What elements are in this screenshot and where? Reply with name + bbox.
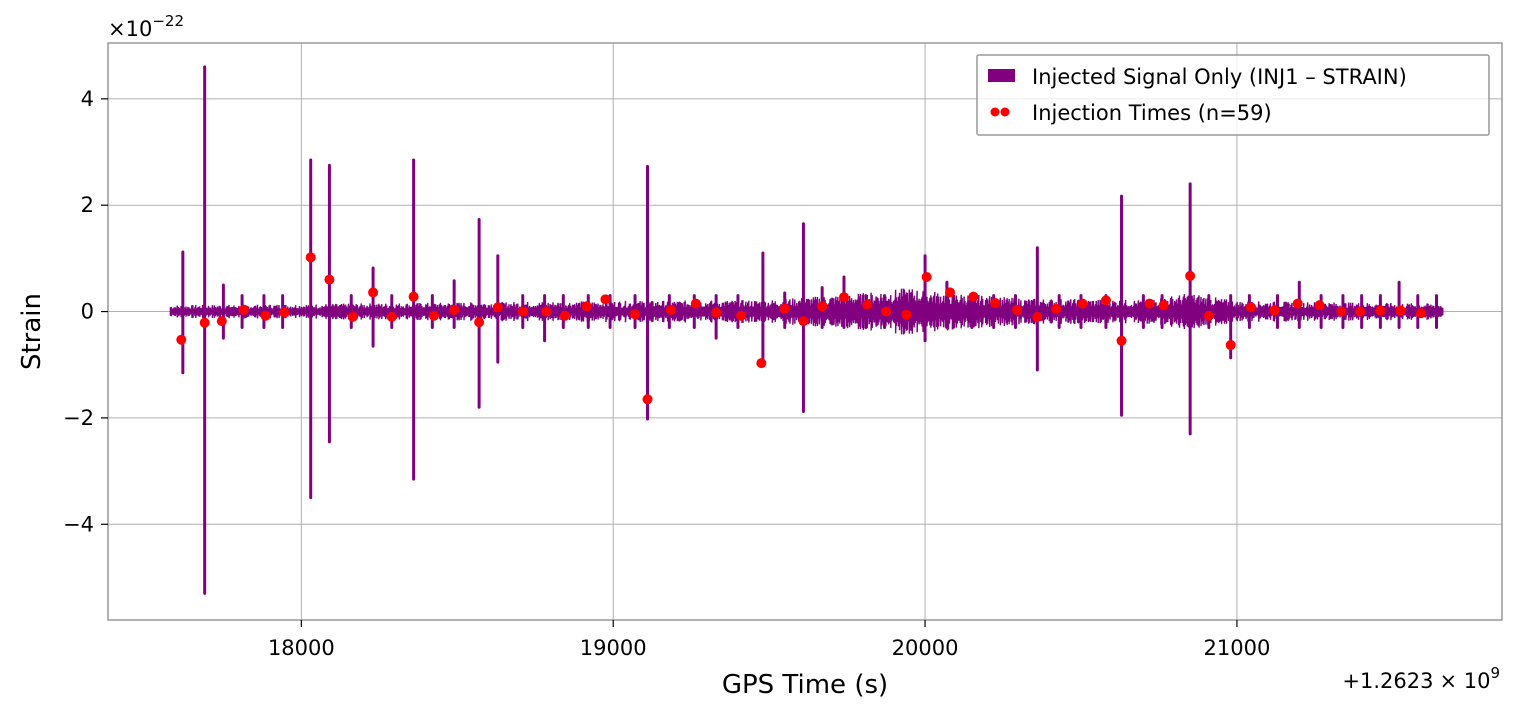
injection-marker bbox=[260, 310, 271, 321]
injection-marker bbox=[347, 311, 358, 322]
injection-marker bbox=[305, 252, 316, 263]
injection-marker bbox=[600, 294, 611, 305]
x-tick-label: 21000 bbox=[1204, 636, 1271, 660]
plot-frame bbox=[107, 42, 1503, 621]
x-axis-label: GPS Time (s) bbox=[722, 670, 888, 700]
y-tick-label: −4 bbox=[63, 512, 94, 536]
injection-marker bbox=[1203, 310, 1214, 321]
injection-marker bbox=[862, 299, 873, 310]
injection-marker bbox=[1375, 305, 1386, 316]
x-tick-label: 19000 bbox=[580, 636, 647, 660]
injection-marker bbox=[368, 287, 379, 298]
injection-marker bbox=[1158, 300, 1169, 311]
injection-marker bbox=[1185, 270, 1196, 281]
x-offset-exponent: 9 bbox=[1490, 664, 1500, 682]
injection-marker bbox=[199, 317, 210, 328]
injection-marker bbox=[711, 307, 722, 318]
injection-marker bbox=[1395, 305, 1406, 316]
injection-marker bbox=[1116, 335, 1127, 346]
injection-marker bbox=[408, 291, 419, 302]
injection-marker bbox=[756, 358, 767, 369]
injection-marker bbox=[642, 394, 653, 405]
injection-marker bbox=[690, 298, 701, 309]
x-tick-label: 18000 bbox=[268, 636, 335, 660]
injection-marker bbox=[1415, 308, 1426, 319]
legend-swatch-signal bbox=[988, 69, 1015, 82]
injection-marker bbox=[449, 304, 460, 315]
injection-marker bbox=[881, 306, 892, 317]
y-tick-label: 2 bbox=[81, 193, 94, 217]
injection-marker bbox=[838, 292, 849, 303]
x-offset-base: +1.2623 bbox=[1342, 669, 1433, 693]
legend-marker-dot bbox=[1000, 107, 1010, 117]
legend-label-signal: Injected Signal Only (INJ1 – STRAIN) bbox=[1032, 65, 1407, 89]
legend: Injected Signal Only (INJ1 – STRAIN) Inj… bbox=[976, 54, 1490, 136]
injection-marker bbox=[968, 291, 979, 302]
injection-marker bbox=[736, 310, 747, 321]
legend-label-markers: Injection Times (n=59) bbox=[1032, 101, 1272, 125]
y-scale-base: ×10 bbox=[108, 17, 152, 41]
x-axis-ticks: 18000 19000 20000 21000 bbox=[268, 620, 1270, 660]
injection-marker bbox=[1100, 295, 1111, 306]
injection-markers bbox=[176, 252, 1426, 405]
injection-marker bbox=[1225, 340, 1236, 351]
injection-marker bbox=[990, 298, 1001, 309]
y-scale-factor: ×10−22 bbox=[108, 12, 184, 41]
injection-marker bbox=[1032, 311, 1043, 322]
x-offset-times: × 10 bbox=[1439, 669, 1490, 693]
injection-marker bbox=[324, 274, 335, 285]
injection-marker bbox=[559, 310, 570, 321]
injection-marker bbox=[428, 310, 439, 321]
injection-marker bbox=[279, 307, 290, 318]
y-tick-label: 0 bbox=[81, 300, 94, 324]
injection-marker bbox=[921, 271, 932, 282]
signal-series bbox=[169, 65, 1444, 595]
injection-marker bbox=[1314, 300, 1325, 311]
x-offset-factor: +1.2623 × 109 bbox=[1342, 664, 1500, 693]
injection-marker bbox=[581, 301, 592, 312]
legend-box bbox=[976, 54, 1490, 136]
injection-marker bbox=[386, 311, 397, 322]
injection-marker bbox=[798, 316, 809, 327]
y-tick-label: −2 bbox=[63, 406, 94, 430]
injection-marker bbox=[216, 316, 227, 327]
injection-marker bbox=[492, 302, 503, 313]
injection-marker bbox=[238, 304, 249, 315]
injection-marker bbox=[630, 309, 641, 320]
injection-marker bbox=[1051, 303, 1062, 314]
injection-marker bbox=[1336, 306, 1347, 317]
injection-marker bbox=[1355, 306, 1366, 317]
y-scale-exponent: −22 bbox=[152, 12, 184, 30]
injection-marker bbox=[1292, 298, 1303, 309]
injection-marker bbox=[779, 303, 790, 314]
injection-marker bbox=[474, 317, 485, 328]
injection-marker bbox=[1012, 304, 1023, 315]
legend-marker-dot bbox=[990, 107, 1000, 117]
injection-marker bbox=[1144, 298, 1155, 309]
injection-marker bbox=[945, 287, 956, 298]
injection-marker bbox=[817, 301, 828, 312]
injection-marker bbox=[1245, 302, 1256, 313]
y-axis-ticks: −4 −2 0 2 4 bbox=[63, 87, 108, 536]
injection-marker bbox=[517, 306, 528, 317]
injection-marker bbox=[541, 306, 552, 317]
injection-marker bbox=[176, 334, 187, 345]
x-tick-label: 20000 bbox=[892, 636, 959, 660]
y-axis-label: Strain bbox=[17, 293, 47, 370]
injection-marker bbox=[901, 309, 912, 320]
injection-marker bbox=[1077, 298, 1088, 309]
y-tick-label: 4 bbox=[81, 87, 94, 111]
injection-marker bbox=[665, 304, 676, 315]
injection-marker bbox=[1269, 305, 1280, 316]
